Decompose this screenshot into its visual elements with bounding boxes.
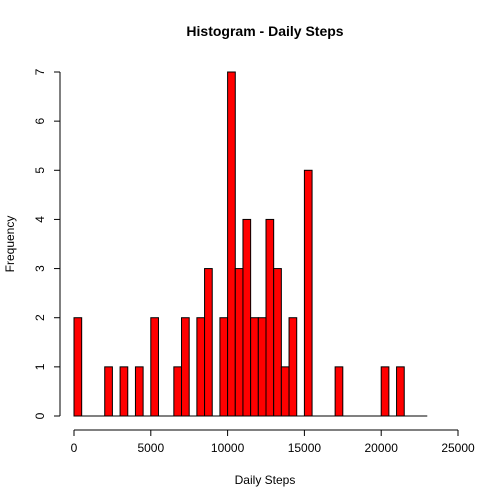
x-tick-label: 15000: [288, 441, 322, 455]
y-axis-label: Frequency: [3, 216, 17, 273]
histogram-bar: [150, 317, 159, 417]
histogram-bar: [104, 366, 113, 417]
histogram-bar: [380, 366, 390, 417]
histogram-bar: [134, 366, 144, 417]
y-tick-label: 3: [33, 265, 47, 272]
histogram-bar: [234, 268, 244, 417]
x-axis-label: Daily Steps: [235, 473, 296, 487]
histogram-bar: [250, 317, 259, 417]
histogram-bar: [73, 317, 83, 417]
histogram-bar: [396, 366, 405, 417]
x-tick-label: 5000: [137, 441, 164, 455]
histogram-bar: [303, 169, 313, 417]
histogram-bar: [273, 268, 282, 417]
histogram-bar: [219, 317, 229, 417]
histogram-bar: [173, 366, 183, 417]
histogram-bar: [334, 366, 344, 417]
y-axis: 0 1 2 3 4 5 6 7: [33, 68, 61, 419]
histogram-bar: [288, 317, 298, 417]
bars-group: [73, 71, 428, 417]
x-tick-label: 20000: [365, 441, 399, 455]
histogram-bar: [227, 71, 236, 417]
histogram-bar: [196, 317, 206, 417]
chart-title: Histogram - Daily Steps: [186, 23, 343, 39]
histogram-bar: [181, 317, 190, 417]
x-axis: 0 5000 10000 15000 20000 25000: [71, 429, 475, 455]
x-tick-label: 25000: [441, 441, 475, 455]
x-tick-label: 0: [71, 441, 78, 455]
y-tick-label: 1: [33, 363, 47, 370]
y-tick-label: 4: [33, 216, 47, 223]
y-tick-label: 0: [33, 412, 47, 419]
histogram-bar: [280, 366, 290, 417]
y-tick-label: 6: [33, 117, 47, 124]
histogram-bar: [119, 366, 129, 417]
y-tick-label: 5: [33, 167, 47, 174]
histogram-bar: [242, 218, 252, 417]
x-tick-label: 10000: [211, 441, 245, 455]
histogram-bar: [204, 268, 213, 417]
y-tick-label: 7: [33, 68, 47, 75]
y-tick-label: 2: [33, 314, 47, 321]
histogram-bar: [265, 218, 275, 417]
histogram-bar: [257, 317, 267, 417]
